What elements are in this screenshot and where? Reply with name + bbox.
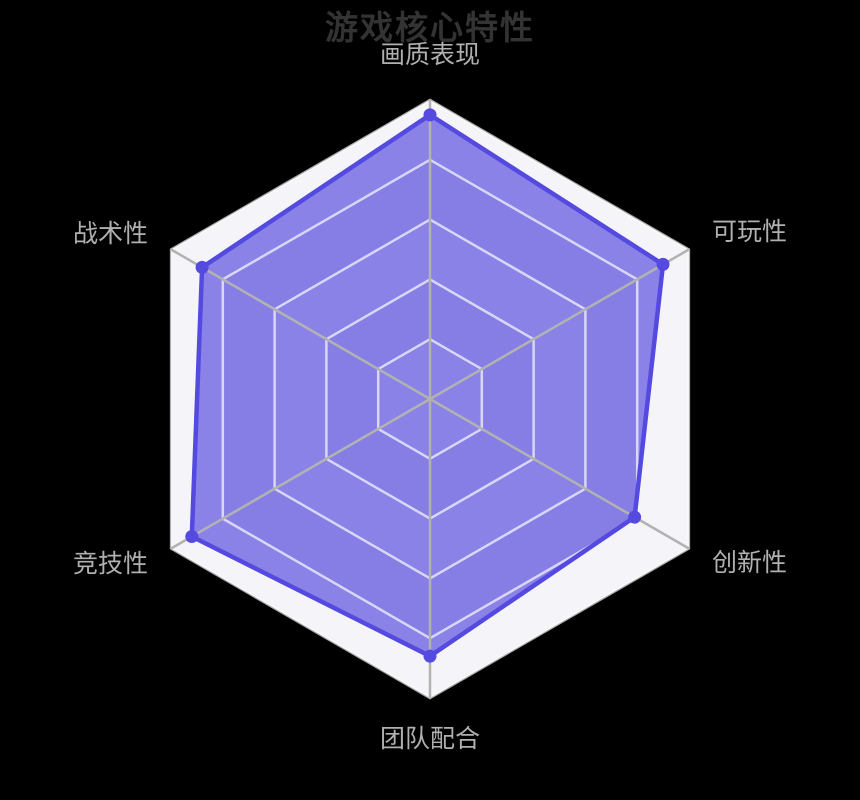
axis-label-graphics-quality: 画质表现 [379,41,481,69]
data-point-4[interactable] [185,530,199,543]
data-point-1[interactable] [656,257,670,271]
axis-label-playability: 可玩性 [712,218,788,246]
axis-label-tactics: 战术性 [72,220,148,248]
axis-line-2 [429,397,690,550]
data-point-0[interactable] [423,108,437,122]
axis-line-5 [170,248,431,401]
axis-line-4 [170,397,431,550]
axis-line-1 [429,248,690,401]
series-area[interactable] [191,114,664,657]
axis-label-competitiveness: 竞技性 [72,550,148,578]
data-point-5[interactable] [195,260,209,274]
axis-label-innovation: 创新性 [712,549,788,577]
data-point-2[interactable] [628,510,642,524]
axis-label-teamwork: 团队配合 [379,725,481,753]
data-point-3[interactable] [423,649,437,663]
chart-title: 游戏核心特性 [325,9,535,46]
